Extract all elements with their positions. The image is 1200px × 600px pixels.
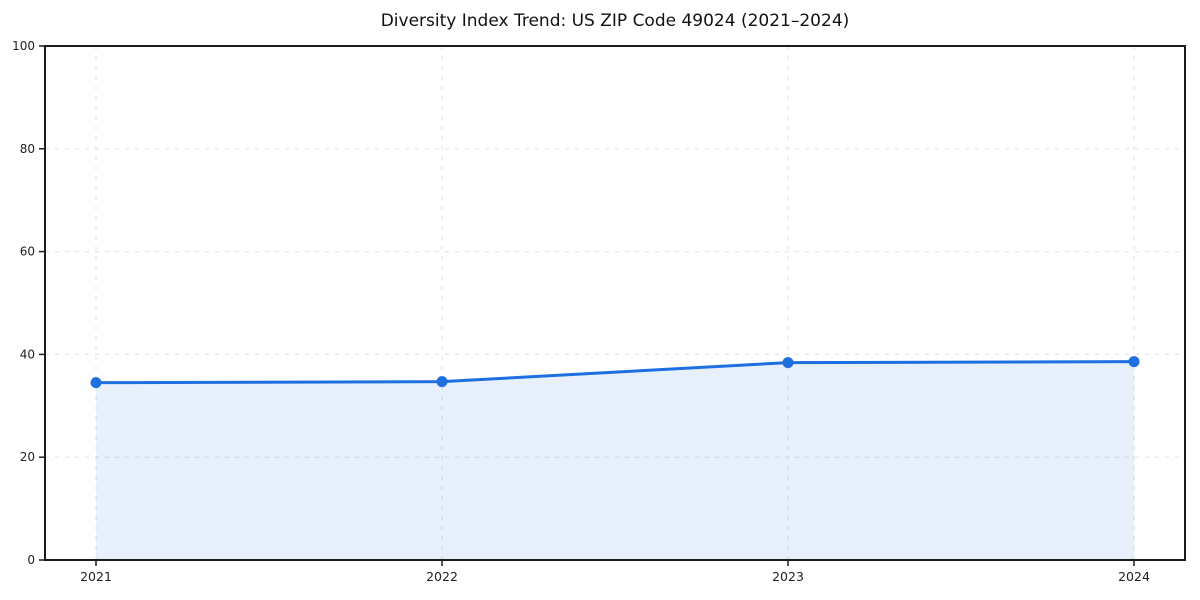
data-point-marker	[782, 357, 794, 369]
y-tick-label: 60	[20, 245, 35, 259]
data-point-marker	[90, 377, 102, 389]
x-tick-label: 2024	[1118, 569, 1150, 584]
y-tick-label: 40	[20, 347, 35, 361]
x-tick-label: 2022	[426, 569, 458, 584]
x-tick-label: 2021	[80, 569, 112, 584]
y-tick-label: 80	[20, 142, 35, 156]
series-area-fill	[96, 361, 1134, 560]
y-tick-label: 20	[20, 450, 35, 464]
plot-frame	[44, 45, 1186, 561]
series-line	[94, 360, 1136, 385]
data-point-marker	[436, 376, 448, 388]
y-tick-label: 0	[27, 553, 35, 567]
x-tick-label: 2023	[772, 569, 804, 584]
chart-title: Diversity Index Trend: US ZIP Code 49024…	[380, 11, 850, 31]
data-point-marker	[1128, 356, 1140, 368]
y-tick-label: 100	[12, 39, 35, 53]
